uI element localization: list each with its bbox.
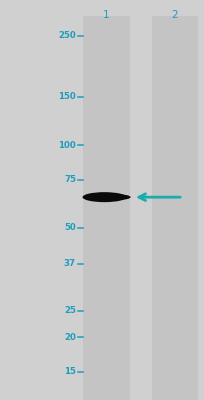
Ellipse shape: [106, 194, 130, 200]
Bar: [83, 16, 129, 400]
Text: 50: 50: [64, 224, 76, 232]
Text: 25: 25: [64, 306, 76, 315]
Bar: [151, 16, 197, 400]
Text: 250: 250: [58, 31, 76, 40]
Ellipse shape: [82, 192, 126, 202]
Text: 15: 15: [64, 367, 76, 376]
Text: 37: 37: [64, 259, 76, 268]
Text: 150: 150: [58, 92, 76, 101]
Text: 100: 100: [58, 141, 76, 150]
Text: 75: 75: [64, 175, 76, 184]
Text: 20: 20: [64, 333, 76, 342]
Text: 2: 2: [171, 10, 177, 20]
Text: 1: 1: [103, 10, 109, 20]
